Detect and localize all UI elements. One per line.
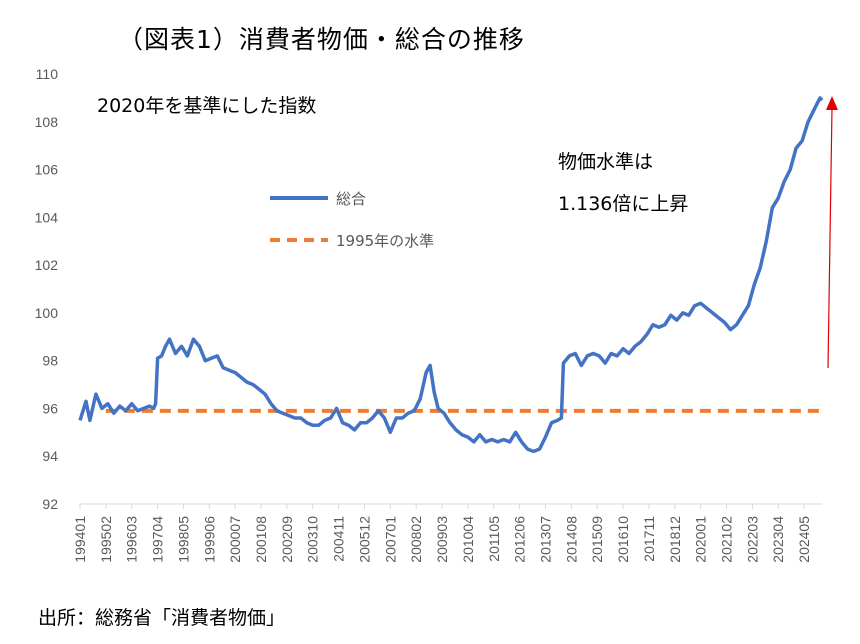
x-tick-label: 202405 — [796, 516, 812, 563]
x-tick-label: 201509 — [589, 516, 605, 563]
y-tick-label: 98 — [42, 353, 58, 369]
series-total-line — [78, 96, 824, 454]
x-tick-label: 201408 — [563, 516, 579, 563]
x-tick-label: 200903 — [434, 516, 450, 563]
y-tick-label: 100 — [35, 305, 59, 321]
x-tick-label: 201812 — [667, 516, 683, 563]
x-tick-label: 200209 — [279, 516, 295, 563]
rise-arrow-line — [827, 107, 833, 369]
x-tick-label: 200512 — [356, 516, 372, 563]
x-tick-label: 199704 — [150, 516, 166, 563]
x-tick-label: 199805 — [175, 516, 191, 563]
x-tick-label: 200310 — [305, 516, 321, 563]
y-tick-label: 94 — [42, 448, 58, 464]
rise-arrow — [826, 96, 838, 369]
x-tick-label: 200411 — [331, 516, 347, 562]
y-tick-label: 104 — [35, 209, 59, 225]
x-tick-label: 201004 — [460, 516, 476, 563]
annotation-base: 2020年を基準にした指数 — [97, 95, 316, 117]
x-tick-label: 202001 — [693, 516, 709, 563]
x-tick-label: 199401 — [72, 516, 88, 563]
y-tick-label: 102 — [35, 257, 59, 273]
y-axis: 92 94 96 98 100 102 104 106 108 110 — [35, 66, 59, 512]
x-tick-label: 199603 — [124, 516, 140, 563]
y-tick-label: 110 — [36, 66, 59, 82]
chart-title: （図表1）消費者物価・総合の推移 — [118, 25, 525, 54]
x-tick-label: 202203 — [744, 516, 760, 563]
x-tick-label: 201105 — [486, 516, 502, 562]
x-tick-label: 202304 — [770, 516, 786, 563]
x-tick-label: 200108 — [253, 516, 269, 563]
y-tick-label: 108 — [35, 114, 59, 130]
x-tick-label: 202102 — [719, 516, 735, 563]
legend: 総合 1995年の水準 — [270, 190, 434, 250]
x-axis: 199401 199502 199603 199704 199805 199906 2000… — [72, 503, 822, 563]
x-tick-label: 199502 — [98, 516, 114, 563]
annotation-level-line1: 物価水準は — [558, 151, 653, 173]
plot-area — [78, 96, 824, 454]
x-tick-label: 200802 — [408, 516, 424, 563]
annotation-level-line2: 1.136倍に上昇 — [558, 193, 688, 215]
legend-label-1995: 1995年の水準 — [336, 232, 434, 250]
x-tick-label: 201307 — [537, 516, 553, 563]
y-tick-label: 92 — [42, 496, 58, 512]
x-tick-label: 199906 — [201, 516, 217, 563]
legend-label-total: 総合 — [336, 190, 366, 208]
y-tick-label: 106 — [35, 162, 59, 178]
x-tick-label: 201711 — [641, 516, 657, 562]
x-tick-label: 200701 — [382, 516, 398, 563]
y-tick-label: 96 — [42, 400, 58, 416]
rise-arrow-head — [826, 96, 838, 110]
x-tick-label: 201610 — [615, 516, 631, 563]
x-tick-label: 201206 — [512, 516, 528, 563]
source-note: 出所：総務省「消費者物価」 — [38, 607, 286, 629]
x-tick-label: 200007 — [227, 516, 243, 563]
